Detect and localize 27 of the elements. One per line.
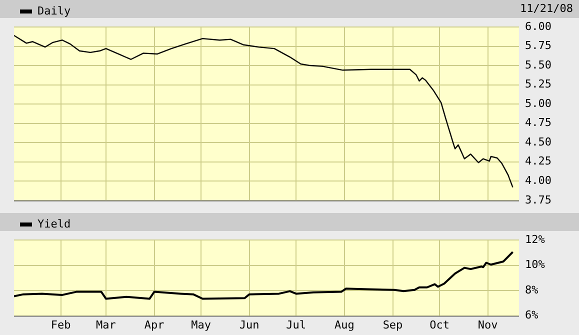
- y-tick-label: 5.25: [525, 78, 552, 91]
- x-tick-label: Jul: [286, 318, 306, 332]
- x-tick-label: Feb: [50, 318, 71, 332]
- y-tick-label: 10%: [525, 258, 546, 272]
- y-tick-label: 5.00: [525, 96, 552, 110]
- x-tick-label: Mar: [96, 318, 116, 332]
- y-tick-label: 4.75: [525, 116, 552, 130]
- x-tick-label: Oct: [430, 318, 450, 332]
- x-tick-label: Nov: [478, 318, 498, 332]
- y-tick-label: 4.50: [525, 135, 552, 148]
- y-tick-label: 4.00: [525, 174, 552, 187]
- x-tick-label: Apr: [144, 318, 165, 332]
- y-tick-label: 5.75: [525, 39, 552, 52]
- x-tick-label: Aug: [334, 318, 354, 332]
- y-tick-label: 12%: [525, 232, 546, 246]
- text: 11/21/08: [520, 2, 573, 15]
- legend-label: Daily: [38, 4, 71, 18]
- y-tick-label: 6%: [525, 308, 539, 322]
- y-tick-label: 5.50: [525, 58, 552, 72]
- x-tick-label: Sep: [382, 318, 403, 332]
- legend-label: Yield: [38, 217, 71, 230]
- x-tick-label: Jun: [239, 318, 260, 332]
- x-tick-label: May: [191, 318, 212, 332]
- y-tick-label: 8%: [525, 283, 539, 296]
- y-tick-label: 6.00: [525, 20, 552, 33]
- y-tick-label: 4.25: [525, 154, 552, 168]
- y-tick-label: 3.75: [525, 193, 552, 206]
